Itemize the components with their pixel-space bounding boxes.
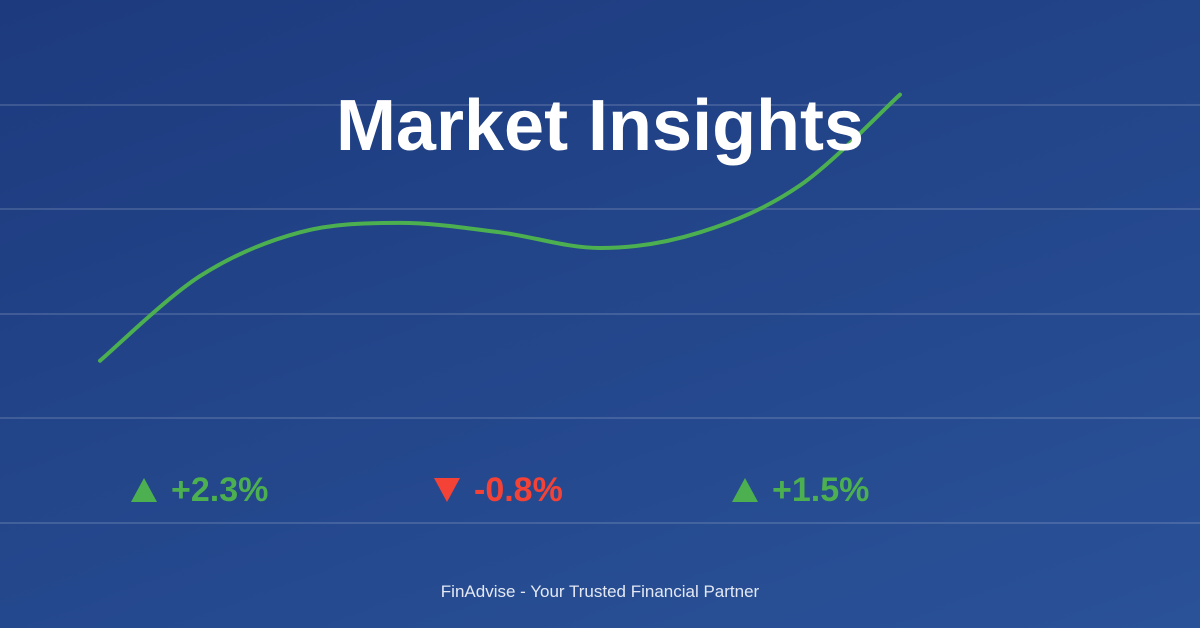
stat-item: +1.5%: [732, 470, 869, 510]
footer-tagline: FinAdvise - Your Trusted Financial Partn…: [440, 582, 760, 601]
page-title: Market Insights: [335, 86, 865, 166]
triangle-up-icon: [131, 478, 157, 502]
stat-value: +1.5%: [772, 471, 870, 509]
stat-value: -0.8%: [474, 471, 563, 509]
stat-item: -0.8%: [434, 470, 563, 510]
grid-line: [0, 208, 1200, 210]
grid-line: [0, 313, 1200, 315]
grid-line: [0, 522, 1200, 524]
grid-line: [0, 104, 1200, 106]
trend-line: [98, 92, 902, 363]
stat-item: +2.3%: [131, 470, 268, 510]
triangle-down-icon: [434, 478, 460, 502]
triangle-up-icon: [732, 478, 758, 502]
grid-line: [0, 417, 1200, 419]
stat-value: +2.3%: [171, 471, 269, 509]
